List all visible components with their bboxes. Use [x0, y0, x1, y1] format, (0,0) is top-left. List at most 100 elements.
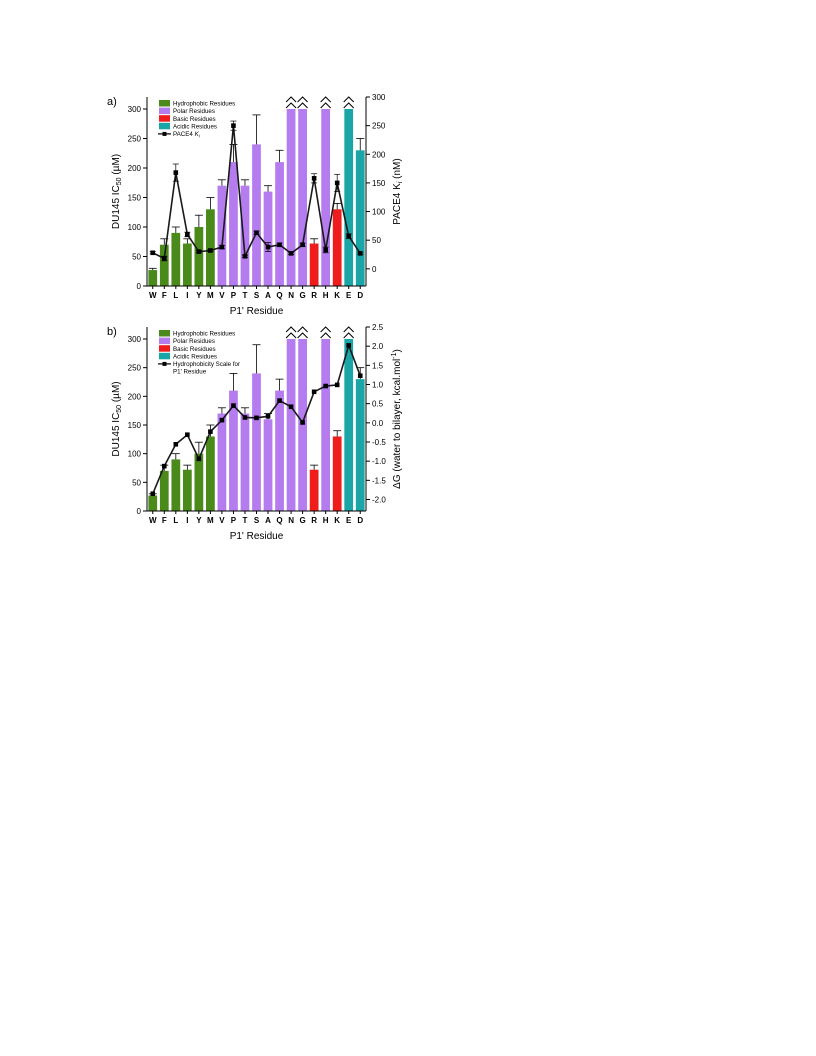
clipped-marker-E-0: [343, 332, 355, 339]
y-axis-label: DU145 IC50 (µM): [111, 154, 123, 229]
legend-label-acidic: Acidic Residues: [173, 353, 217, 360]
line-point-V: [219, 417, 225, 423]
x-tick-label-F: F: [162, 516, 167, 525]
legend-swatch-polar: [159, 107, 170, 115]
line-point-E: [346, 233, 352, 239]
bar-D: [355, 379, 365, 511]
left-tick-label: 0: [137, 507, 142, 516]
bar-A: [263, 191, 273, 286]
left-tick-label: 0: [137, 282, 142, 291]
left-tick-label: 250: [128, 364, 142, 373]
line-point-K: [334, 180, 340, 186]
bar-T: [240, 413, 250, 511]
bar-E: [344, 339, 354, 511]
right-tick-label: 100: [372, 208, 386, 217]
left-tick-label: 200: [128, 164, 142, 173]
x-tick-label-R: R: [311, 291, 317, 300]
legend-swatch-basic: [159, 345, 170, 352]
line-point-T: [242, 253, 248, 259]
x-tick-label-N: N: [288, 291, 294, 300]
clipped-marker-N-1: [285, 96, 297, 103]
legend-swatch-acidic: [159, 122, 170, 130]
line-point-G: [300, 242, 305, 248]
legend-label-hydrophobic: Hydrophobic Residues: [173, 331, 235, 338]
legend-label-main: PACE4: [173, 131, 195, 138]
x-tick-label-I: I: [186, 516, 188, 525]
clipped-marker-E-0: [343, 102, 355, 109]
line-point-K: [334, 382, 340, 388]
y-axis-label-main: DU145 IC: [111, 185, 122, 229]
x-tick-label-E: E: [346, 291, 352, 300]
bar-V: [217, 185, 227, 286]
x-tick-label-A: A: [265, 291, 271, 300]
x-tick-label-A: A: [265, 516, 271, 525]
x-tick-label-D: D: [357, 516, 363, 525]
bar-K: [332, 209, 342, 286]
bar-M: [206, 436, 215, 511]
right-tick-label: 1.0: [372, 381, 384, 390]
left-tick-label: 250: [128, 135, 142, 144]
line-point-Y: [196, 249, 202, 254]
x-tick-label-Y: Y: [196, 291, 202, 300]
line-point-M: [208, 248, 213, 253]
panel-label: a): [107, 96, 117, 108]
bar-L: [171, 459, 181, 511]
legend-swatch-hydrophobic: [159, 330, 170, 337]
bar-Y: [194, 227, 204, 286]
y-axis-label-sub: 50: [116, 405, 123, 413]
x-tick-label-H: H: [323, 291, 329, 300]
line-point-D: [357, 373, 363, 378]
bar-D: [355, 150, 365, 286]
y2-axis-label: PACE4 Ki (nM): [392, 158, 404, 224]
legend-swatch-hydrophobic: [159, 100, 170, 107]
right-tick-label: 1.5: [372, 361, 384, 370]
y2-axis-label-sup: -1: [391, 352, 398, 358]
clipped-marker-G-0: [297, 102, 308, 109]
line-point-G: [300, 420, 305, 425]
line-point-Q: [277, 242, 282, 248]
bar-M: [206, 209, 215, 286]
bar-S: [252, 144, 261, 286]
bar-Y: [194, 453, 204, 511]
bar-H: [321, 339, 331, 511]
clipped-marker-N-1: [285, 326, 297, 333]
right-tick-label: 0.0: [372, 419, 384, 428]
line-point-L: [173, 442, 179, 447]
bar-W: [148, 495, 158, 511]
bar-L: [171, 232, 181, 286]
left-tick-label: 300: [128, 105, 142, 114]
bar-S: [252, 373, 261, 511]
line-point-N: [288, 404, 294, 410]
legend-line-marker: [162, 361, 167, 366]
legend-label-basic: Basic Residues: [173, 116, 216, 123]
x-tick-label-N: N: [288, 516, 294, 525]
clipped-marker-N-0: [285, 332, 297, 339]
y-axis-label-sub: 50: [116, 177, 123, 185]
legend-label-italic: K: [195, 131, 200, 138]
clipped-marker-H-1: [320, 326, 332, 333]
right-tick-label: 0: [372, 265, 377, 274]
right-tick-label: -0.5: [372, 438, 386, 447]
line-point-D: [357, 251, 363, 256]
bar-T: [240, 185, 250, 286]
line-point-H: [323, 383, 328, 389]
bar-series: [148, 96, 365, 286]
x-tick-label-P: P: [231, 516, 237, 525]
line-point-W: [150, 250, 156, 256]
right-tick-label: -1.0: [372, 457, 386, 466]
right-tick-label: 50: [372, 236, 381, 245]
left-tick-label: 100: [128, 450, 142, 459]
line-point-I: [185, 232, 190, 237]
left-tick-label: 150: [128, 194, 142, 203]
legend-label-hydrophobic: Hydrophobic Residues: [173, 101, 235, 108]
left-tick-label: 100: [128, 223, 142, 232]
line-point-F: [161, 463, 167, 469]
x-tick-label-S: S: [254, 291, 260, 300]
line-series: [150, 342, 363, 497]
line-point-V: [219, 244, 225, 250]
line-point-H: [323, 247, 328, 253]
chart-panel-a: a) 0 50 100 150 200 250 300 0 50 100 150 200 250 300 W F…: [107, 93, 404, 317]
left-tick-label: 150: [128, 421, 142, 430]
right-tick-label: 250: [372, 122, 386, 131]
line-point-S: [254, 415, 259, 421]
